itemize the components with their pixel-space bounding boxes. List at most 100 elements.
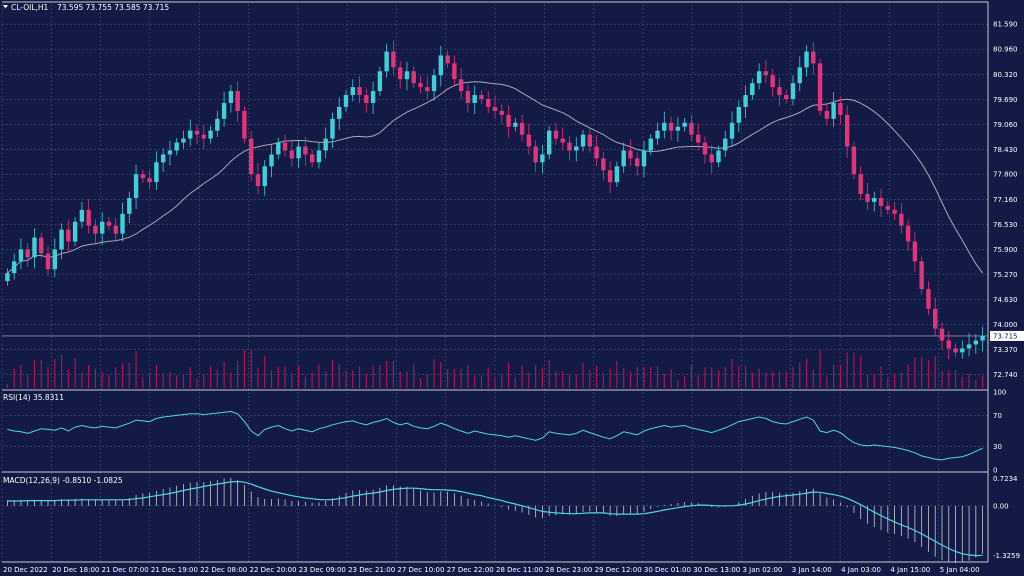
candle-body	[750, 83, 755, 96]
volume-bar	[948, 370, 950, 388]
volume-bar	[704, 367, 706, 388]
volume-bar	[264, 356, 266, 388]
candle-body	[919, 261, 924, 290]
dropdown-triangle-icon[interactable]	[3, 5, 8, 9]
candle-body	[303, 146, 308, 155]
candle-body	[533, 146, 538, 163]
candle-body	[966, 344, 972, 349]
rsi-line	[7, 410, 983, 461]
volume-bar	[778, 371, 781, 388]
candle-body	[777, 87, 782, 96]
volume-bar	[128, 362, 130, 388]
candle-body	[560, 138, 565, 143]
candle-body	[641, 150, 647, 167]
candle-body	[431, 75, 437, 92]
volume-bars	[6, 350, 984, 388]
volume-bar	[474, 375, 476, 388]
candle-body	[574, 146, 579, 151]
volume-bar	[67, 369, 69, 388]
candle-body	[79, 209, 85, 222]
candle-body	[350, 87, 355, 96]
candle-body	[492, 106, 498, 111]
volume-bar	[744, 365, 747, 388]
volume-bar	[738, 365, 740, 388]
volume-bar	[419, 378, 422, 388]
candle-body	[865, 194, 870, 202]
candle-body	[194, 130, 200, 135]
candle-body	[695, 134, 701, 143]
volume-bar	[541, 368, 544, 388]
candle-body	[39, 237, 44, 254]
volume-bar	[548, 360, 550, 388]
volume-bar	[352, 370, 354, 388]
volume-bar	[358, 366, 361, 388]
candle-body	[282, 142, 288, 151]
candle-body	[655, 130, 660, 139]
volume-bar	[629, 371, 632, 388]
candle-body	[18, 249, 24, 262]
time-tick-label: 3 Jan 02:00	[743, 566, 783, 574]
candle-body	[614, 166, 620, 183]
volume-bar	[311, 372, 313, 388]
volume-bar	[650, 366, 652, 388]
candle-body	[946, 340, 951, 349]
candle-body	[309, 154, 315, 163]
volume-bar	[81, 372, 83, 388]
volume-bar	[365, 373, 367, 388]
candle-body	[499, 110, 504, 115]
volume-bar	[88, 364, 90, 388]
volume-bar	[731, 358, 733, 388]
volume-bar	[853, 352, 855, 388]
ohlc-values: 73.595 73.755 73.585 73.715	[57, 3, 169, 12]
candle-body	[147, 178, 152, 183]
volume-bar	[717, 370, 720, 388]
price-tick-label: 79.690	[993, 96, 1018, 104]
time-tick-label: 27 Dec 22:00	[447, 566, 494, 574]
volume-bar	[914, 357, 916, 388]
price-tick-label: 72.740	[993, 371, 1018, 379]
volume-bar	[535, 364, 537, 388]
volume-bar	[575, 374, 577, 388]
candle-body	[628, 150, 633, 159]
rsi-label: RSI(14) 35.8311	[3, 393, 64, 402]
candle-body	[188, 130, 193, 139]
volume-bar	[182, 375, 185, 388]
time-tick-label: 3 Jan 14:00	[792, 566, 832, 574]
rsi-tick-label: 0	[993, 467, 997, 475]
volume-bar	[934, 356, 936, 388]
volume-bar	[209, 366, 212, 388]
candle-body	[784, 95, 789, 100]
candle-body	[330, 118, 335, 139]
candle-body	[980, 335, 985, 341]
candle-body	[763, 71, 769, 76]
volume-bar	[440, 362, 442, 388]
candle-body	[66, 229, 71, 242]
axis-labels: 81.590 80.960 80.320 79.690 79.060 78.430 77.8…	[3, 21, 1024, 574]
volume-bar	[555, 371, 557, 388]
volume-bar	[562, 371, 564, 388]
volume-bar	[528, 372, 530, 388]
volume-bar	[656, 366, 659, 388]
volume-bar	[237, 361, 239, 388]
volume-bar	[399, 371, 401, 388]
volume-bar	[270, 370, 273, 388]
volume-bar	[663, 373, 665, 388]
candle-body	[72, 221, 78, 242]
candle-body	[892, 209, 897, 214]
pane-separators	[2, 1, 989, 563]
candle-body	[668, 122, 674, 131]
volume-bar	[507, 362, 510, 388]
volume-bar	[257, 367, 259, 388]
volume-bar	[196, 378, 198, 388]
volume-bar	[40, 359, 42, 388]
volume-bar	[866, 374, 869, 388]
volume-bar	[792, 366, 794, 388]
volume-bar	[460, 368, 462, 388]
candle-body	[905, 225, 911, 242]
chart-header: CL-OIL,H1 73.595 73.755 73.585 73.715 RS…	[3, 3, 169, 485]
candle-body	[885, 205, 890, 210]
volume-bar	[751, 372, 753, 388]
candle-body	[723, 138, 728, 151]
macd-layer	[6, 477, 984, 564]
candle-body	[377, 71, 383, 92]
